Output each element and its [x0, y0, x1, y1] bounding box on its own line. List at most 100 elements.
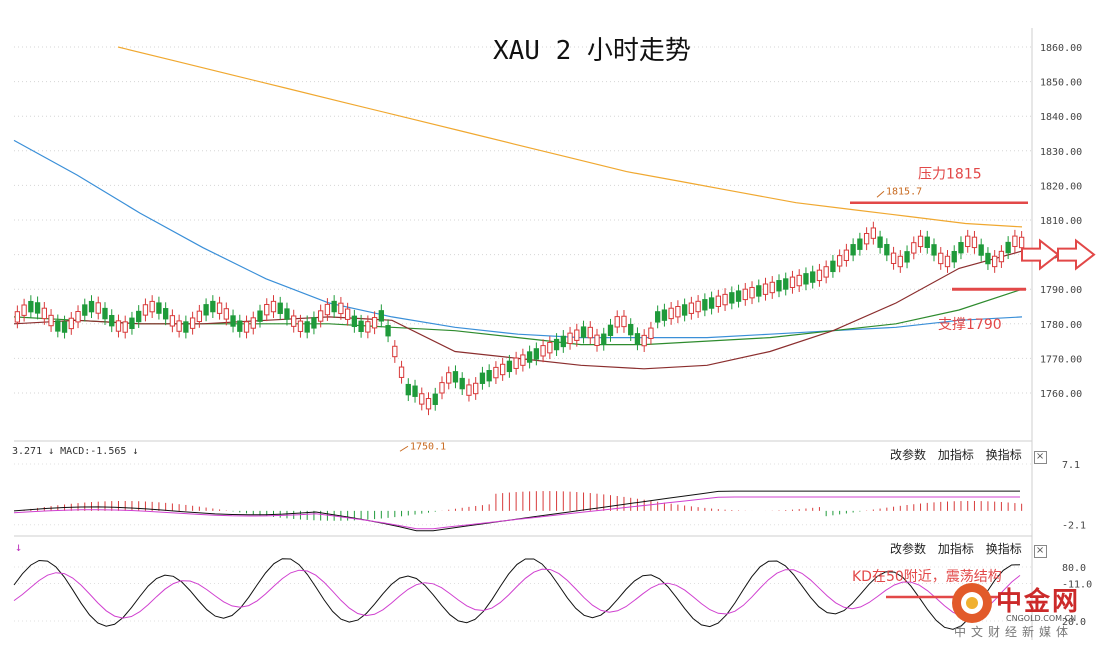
ma-line: [117, 46, 1023, 228]
candle-body: [351, 315, 358, 328]
candle-body: [526, 351, 533, 363]
kd-panel: 80.0 20.0 KD在50附近，震荡结构: [13, 558, 1086, 630]
candle-body: [149, 300, 155, 313]
candle-body: [459, 377, 465, 390]
candle-body: [109, 314, 115, 327]
candle-body: [938, 252, 944, 265]
candle-body: [1012, 235, 1018, 247]
candle-body: [695, 300, 701, 313]
candle-body: [688, 302, 695, 314]
candle-body: [176, 320, 182, 332]
candle-body: [95, 302, 101, 314]
arrow-right-icon: [1021, 238, 1060, 271]
candle-body: [88, 300, 95, 313]
candle-body: [547, 341, 553, 354]
price-tick-label: 1760.00: [1040, 389, 1082, 400]
candle-body: [648, 327, 654, 339]
chart-title: XAU 2 小时走势: [493, 36, 691, 66]
kd-tick-label: 80.0: [1062, 563, 1086, 574]
candle-body: [520, 354, 526, 366]
candle-body: [951, 250, 957, 263]
close-panel-button[interactable]: ×: [1033, 451, 1047, 464]
candle-body: [742, 288, 748, 301]
candle-body: [870, 227, 877, 239]
candle-body: [634, 333, 641, 345]
candle-body: [371, 317, 378, 329]
candle-body: [830, 260, 836, 273]
logo-icon: [952, 583, 992, 623]
kd-switch-indicator-button[interactable]: 换指标: [985, 542, 1022, 556]
candle-body: [425, 398, 432, 410]
candle-body: [513, 357, 519, 369]
candle-body: [14, 311, 21, 323]
candle-body: [836, 255, 843, 267]
kd-add-indicator-button[interactable]: 加指标: [937, 542, 974, 556]
candle-body: [594, 334, 600, 346]
candle-body: [762, 283, 769, 295]
candle-body: [162, 308, 169, 320]
watermark-url: CNGOLD.COM.CN: [1006, 614, 1077, 623]
candle-body: [668, 307, 674, 320]
support-label: 支撑1790: [938, 317, 1002, 333]
price-tick-label: 1770.00: [1040, 354, 1082, 365]
candle-body: [446, 372, 452, 384]
price-axis: 1860.00 1850.00 1840.00 1830.00 1820.00 1810.…: [1040, 43, 1082, 400]
candle-body: [843, 249, 850, 261]
candle-body: [142, 304, 149, 316]
watermark-name: 中金网: [996, 587, 1081, 617]
candle-body: [985, 252, 991, 265]
candle-body: [344, 308, 351, 320]
candle-body: [998, 250, 1005, 263]
candle-body: [702, 299, 708, 311]
candle-body: [452, 371, 459, 383]
candle-body: [978, 244, 984, 256]
candle-body: [965, 235, 971, 248]
candle-body: [243, 321, 250, 333]
candle-body: [553, 338, 560, 351]
candle-body: [877, 236, 883, 248]
candle-body: [479, 372, 486, 384]
candle-body: [681, 304, 688, 316]
candle-body: [884, 244, 890, 256]
candle-body: [21, 304, 27, 316]
candlesticks: [14, 221, 1025, 416]
price-tick-label: 1830.00: [1040, 147, 1082, 158]
kd-close-panel-button[interactable]: ×: [1033, 545, 1047, 558]
candle-body: [810, 271, 816, 283]
candle-body: [1018, 236, 1025, 249]
switch-indicator-button[interactable]: 换指标: [985, 448, 1022, 462]
change-params-button[interactable]: 改参数: [890, 448, 927, 462]
macd-tick-label: -11.0: [1062, 579, 1092, 590]
candle-body: [823, 266, 829, 278]
price-tick-label: 1860.00: [1040, 43, 1082, 54]
candle-body: [405, 383, 411, 396]
candle-body: [675, 306, 681, 318]
candle-body: [486, 370, 492, 382]
macd-tick-label: 7.1: [1062, 460, 1080, 471]
candle-body: [506, 360, 513, 373]
candle-body: [378, 310, 384, 322]
candle-body: [439, 382, 445, 394]
candle-body: [715, 295, 721, 307]
kd-change-params-button[interactable]: 改参数: [890, 542, 927, 556]
add-indicator-button[interactable]: 加指标: [937, 448, 974, 462]
candle-body: [115, 320, 122, 332]
candle-body: [34, 302, 41, 314]
price-tick-label: 1850.00: [1040, 78, 1082, 89]
candle-body: [41, 307, 47, 320]
candle-body: [196, 310, 203, 323]
candle-body: [816, 269, 823, 282]
candle-body: [614, 316, 620, 328]
candle-body: [55, 320, 61, 332]
candle-body: [655, 311, 661, 323]
low-pointer: [399, 445, 409, 452]
candle-body: [857, 238, 863, 250]
candle-body: [250, 317, 256, 329]
candle-body: [783, 278, 789, 290]
price-tick-label: 1810.00: [1040, 216, 1082, 227]
candle-body: [257, 310, 263, 322]
candle-body: [958, 242, 964, 254]
candle-body: [324, 303, 331, 316]
candle-body: [803, 273, 809, 285]
